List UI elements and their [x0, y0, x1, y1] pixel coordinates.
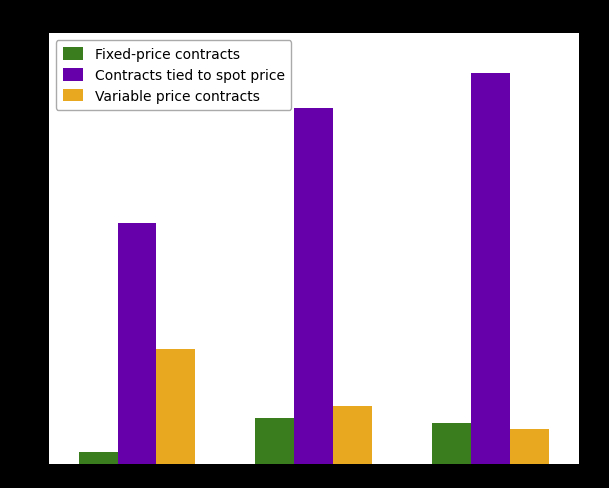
Bar	[255, 418, 294, 464]
Bar	[471, 74, 510, 464]
Bar	[118, 223, 157, 464]
Bar	[79, 452, 118, 464]
Bar	[333, 407, 372, 464]
Bar	[510, 429, 549, 464]
Legend: Fixed-price contracts, Contracts tied to spot price, Variable price contracts: Fixed-price contracts, Contracts tied to…	[55, 41, 292, 111]
Bar	[294, 109, 333, 464]
Bar	[157, 349, 195, 464]
Bar	[432, 424, 471, 464]
